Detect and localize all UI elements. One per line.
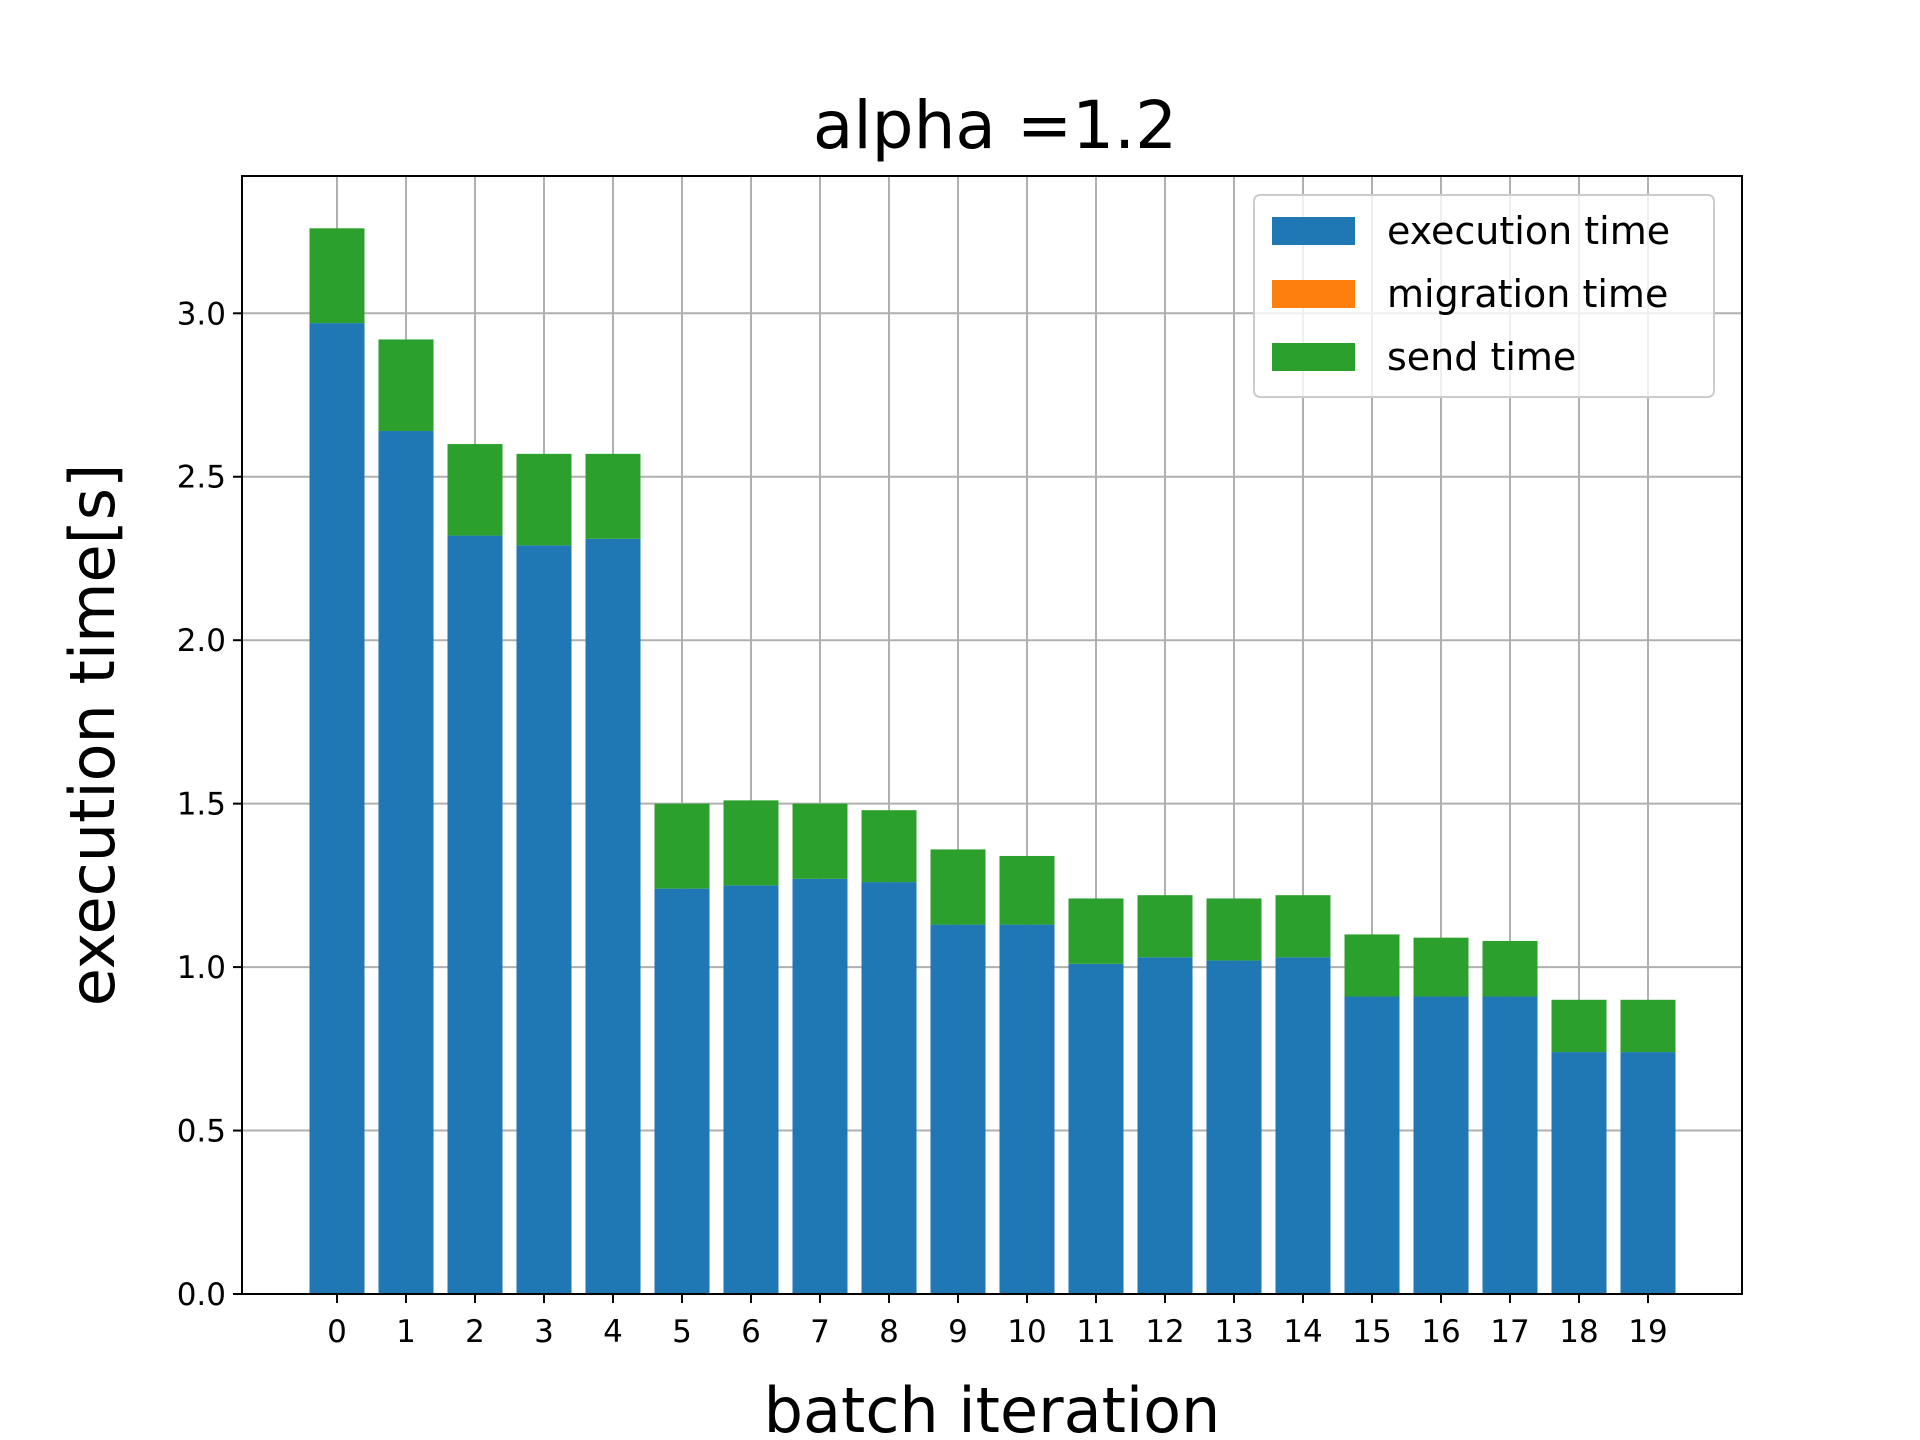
y-tick-label: 0.0 — [177, 1277, 226, 1313]
bar-send-time — [378, 339, 434, 431]
legend-swatch-execution-time — [1272, 217, 1355, 245]
x-tick-label: 11 — [1076, 1314, 1115, 1350]
x-tick-label: 1 — [396, 1314, 416, 1350]
bar-send-time — [1551, 999, 1607, 1053]
bar-send-time — [861, 810, 917, 883]
legend-label-send-time: send time — [1387, 335, 1576, 379]
bar-execution-time — [309, 323, 365, 1295]
x-tick-label: 9 — [948, 1314, 968, 1350]
bar-execution-time — [585, 538, 641, 1294]
y-tick-label: 0.5 — [177, 1114, 226, 1150]
bar-send-time — [1137, 895, 1193, 958]
bar-execution-time — [1206, 960, 1262, 1294]
x-tick-label: 17 — [1490, 1314, 1529, 1350]
x-tick-label: 7 — [810, 1314, 830, 1350]
x-tick-label: 0 — [327, 1314, 347, 1350]
bar-execution-time — [930, 924, 986, 1294]
bar-send-time — [1275, 895, 1331, 958]
plot-frame — [241, 175, 1743, 1295]
x-tick-label: 3 — [534, 1314, 554, 1350]
bar-send-time — [1482, 940, 1538, 997]
bar-send-time — [930, 849, 986, 925]
y-tick-label: 2.5 — [177, 460, 226, 496]
x-tick-label: 2 — [465, 1314, 485, 1350]
bar-send-time — [1068, 898, 1124, 964]
bar-send-time — [723, 800, 779, 886]
bar-execution-time — [861, 882, 917, 1294]
bar-execution-time — [792, 878, 848, 1294]
legend-label-migration-time: migration time — [1387, 272, 1668, 316]
x-tick-label: 4 — [603, 1314, 623, 1350]
bar-execution-time — [1068, 963, 1124, 1294]
y-tick-label: 1.0 — [177, 950, 226, 986]
x-tick-label: 18 — [1559, 1314, 1598, 1350]
bar-execution-time — [1275, 957, 1331, 1294]
bar-execution-time — [1482, 996, 1538, 1294]
x-tick-label: 13 — [1214, 1314, 1253, 1350]
bar-send-time — [1344, 934, 1400, 997]
x-axis-title: batch iteration — [764, 1374, 1221, 1440]
bar-execution-time — [1344, 996, 1400, 1294]
bar-execution-time — [1620, 1052, 1676, 1294]
axis-ticks: 0.00.51.01.52.02.53.00 1 2 3 4 5 6 7 8 9 10 11 12 13 1… — [177, 296, 1668, 1350]
bar-send-time — [1413, 937, 1469, 997]
bar-send-time — [309, 228, 365, 324]
bar-send-time — [654, 803, 710, 889]
bar-send-time — [792, 803, 848, 879]
y-tick-label: 3.0 — [177, 296, 226, 332]
chart-title: alpha =1.2 — [813, 87, 1177, 164]
bar-execution-time — [1413, 996, 1469, 1294]
bar-send-time — [1206, 898, 1262, 961]
legend-label-execution-time: execution time — [1387, 209, 1670, 253]
legend: execution time migration time send time — [1253, 194, 1715, 398]
bar-send-time — [1620, 999, 1676, 1053]
bar-execution-time — [447, 535, 503, 1294]
bar-send-time — [999, 855, 1055, 925]
x-tick-label: 6 — [741, 1314, 761, 1350]
y-axis-title: execution time[s] — [56, 464, 129, 1007]
x-tick-label: 15 — [1352, 1314, 1391, 1350]
bar-execution-time — [654, 888, 710, 1294]
x-tick-label: 5 — [672, 1314, 692, 1350]
bar-execution-time — [999, 924, 1055, 1294]
x-tick-label: 16 — [1421, 1314, 1460, 1350]
bar-execution-time — [1137, 957, 1193, 1294]
bar-send-time — [585, 453, 641, 539]
bar-send-time — [447, 444, 503, 536]
bar-execution-time — [1551, 1052, 1607, 1294]
legend-swatch-send-time — [1272, 343, 1355, 371]
legend-swatch-migration-time — [1272, 280, 1355, 308]
y-tick-label: 2.0 — [177, 623, 226, 659]
x-tick-label: 14 — [1283, 1314, 1322, 1350]
x-tick-label: 10 — [1007, 1314, 1046, 1350]
bar-execution-time — [516, 545, 572, 1294]
x-tick-label: 8 — [879, 1314, 899, 1350]
x-tick-label: 12 — [1145, 1314, 1184, 1350]
bars — [309, 228, 1676, 1295]
bar-execution-time — [723, 885, 779, 1294]
y-tick-label: 1.5 — [177, 787, 226, 823]
bar-send-time — [516, 453, 572, 546]
bar-execution-time — [378, 430, 434, 1295]
x-tick-label: 19 — [1628, 1314, 1667, 1350]
legend-box — [1253, 194, 1715, 398]
